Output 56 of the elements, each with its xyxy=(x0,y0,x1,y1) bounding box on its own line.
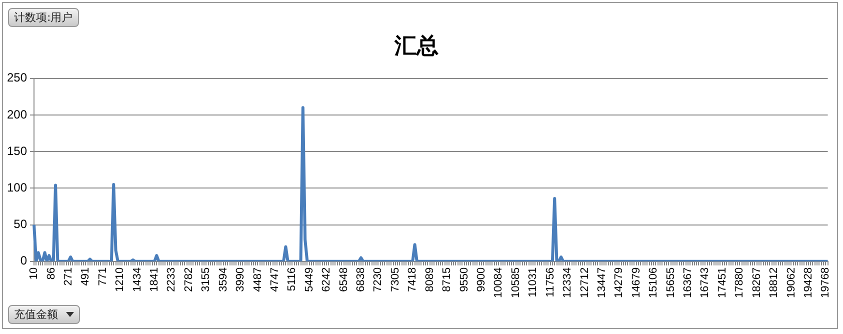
x-tick-label: 18812 xyxy=(768,267,780,298)
x-tick-label: 17451 xyxy=(716,267,728,298)
x-tick-label: 6548 xyxy=(338,267,350,292)
x-tick-label: 86 xyxy=(45,267,58,280)
y-tick-label: 250 xyxy=(6,70,28,85)
x-tick-label: 3155 xyxy=(200,267,212,292)
x-tick-label: 271 xyxy=(62,267,74,286)
x-tick-label: 18267 xyxy=(750,267,763,298)
x-tick-label: 3594 xyxy=(217,267,230,292)
x-tick-label: 16743 xyxy=(699,267,712,298)
x-tick-label: 11756 xyxy=(544,267,556,298)
x-tick-label: 9550 xyxy=(458,267,470,292)
y-tick-label: 100 xyxy=(6,180,28,195)
x-tick-label: 12712 xyxy=(578,267,591,298)
x-tick-label: 771 xyxy=(96,267,109,286)
x-tick-label: 2782 xyxy=(182,267,195,292)
y-tick-label: 0 xyxy=(20,254,28,268)
x-tick-label: 13447 xyxy=(596,267,608,298)
x-tick-label: 1841 xyxy=(148,267,161,292)
x-tick-label: 14279 xyxy=(613,267,626,298)
x-tick-label: 19062 xyxy=(785,267,798,298)
x-tick-label: 3990 xyxy=(234,267,247,292)
x-tick-label: 5449 xyxy=(303,267,316,292)
x-tick-label: 11031 xyxy=(527,267,540,298)
y-tick-label: 50 xyxy=(14,217,28,232)
x-tick-label: 491 xyxy=(80,267,92,286)
x-tick-label: 19428 xyxy=(802,267,814,298)
y-axis-title: 计数项:用户 xyxy=(8,8,79,27)
x-tick-label: 6242 xyxy=(320,267,333,292)
x-tick-label: 7305 xyxy=(389,267,402,292)
x-tick-label: 8715 xyxy=(441,267,454,292)
x-tick-label: 12334 xyxy=(562,267,574,298)
y-tick-label: 150 xyxy=(6,144,28,158)
x-tick-label: 7418 xyxy=(406,267,419,292)
x-tick-label: 10585 xyxy=(510,267,522,298)
y-tick-label: 200 xyxy=(6,107,28,122)
x-tick-label: 8089 xyxy=(424,267,436,292)
x-tick-label: 15106 xyxy=(648,267,660,298)
x-tick-label: 5116 xyxy=(286,267,298,292)
x-tick-label: 1210 xyxy=(114,267,126,292)
x-axis-title: 充值金额 xyxy=(8,305,80,324)
x-tick-label: 9900 xyxy=(475,267,488,292)
x-tick-label: 15655 xyxy=(664,267,677,298)
x-tick-label: 4487 xyxy=(252,267,264,292)
x-tick-label: 2233 xyxy=(166,267,178,292)
x-tick-label: 19768 xyxy=(820,267,832,298)
x-tick-label: 1434 xyxy=(131,267,144,292)
x-tick-label: 4747 xyxy=(268,267,281,292)
x-tick-label: 14679 xyxy=(630,267,642,298)
x-tick-label: 16367 xyxy=(682,267,694,298)
x-tick-label: 17880 xyxy=(734,267,746,298)
x-tick-label: 10084 xyxy=(492,267,505,298)
chart-title: 汇总 xyxy=(394,32,438,59)
x-tick-label: 6838 xyxy=(355,267,368,292)
x-tick-label: 10 xyxy=(28,267,40,280)
x-tick-label: 7230 xyxy=(372,267,384,292)
